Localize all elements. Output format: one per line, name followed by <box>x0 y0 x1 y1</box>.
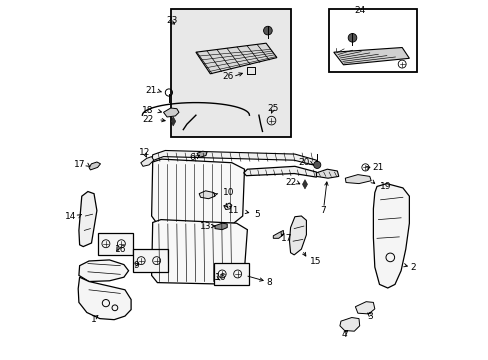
Polygon shape <box>197 151 206 157</box>
Text: 20: 20 <box>297 158 309 167</box>
Polygon shape <box>289 216 306 255</box>
Text: 19: 19 <box>379 182 390 191</box>
Polygon shape <box>355 302 374 314</box>
FancyBboxPatch shape <box>133 249 168 272</box>
Polygon shape <box>151 220 247 284</box>
Text: 13: 13 <box>200 222 211 231</box>
Polygon shape <box>89 162 101 170</box>
Polygon shape <box>78 277 131 320</box>
Polygon shape <box>152 150 316 166</box>
Polygon shape <box>373 184 408 288</box>
Text: 23: 23 <box>166 17 177 26</box>
Polygon shape <box>244 166 316 177</box>
FancyBboxPatch shape <box>98 233 133 255</box>
Text: 21: 21 <box>371 163 383 172</box>
Polygon shape <box>302 180 307 189</box>
Text: 8: 8 <box>266 278 272 287</box>
Text: 26: 26 <box>222 72 234 81</box>
Text: 24: 24 <box>353 6 365 15</box>
Text: 16: 16 <box>114 245 126 253</box>
Polygon shape <box>79 192 97 247</box>
Circle shape <box>347 33 356 42</box>
Text: 22: 22 <box>142 115 153 124</box>
Text: 21: 21 <box>145 86 157 95</box>
Polygon shape <box>316 169 338 178</box>
Polygon shape <box>215 223 227 230</box>
Text: 12: 12 <box>139 148 150 157</box>
Polygon shape <box>163 108 179 117</box>
Polygon shape <box>141 157 153 166</box>
Polygon shape <box>79 260 128 282</box>
FancyBboxPatch shape <box>213 263 249 285</box>
Text: 6: 6 <box>189 153 194 162</box>
Text: 11: 11 <box>228 206 239 215</box>
Polygon shape <box>199 191 215 199</box>
Text: 17: 17 <box>74 160 85 169</box>
Text: 14: 14 <box>64 212 76 221</box>
Circle shape <box>263 26 272 35</box>
Polygon shape <box>273 230 283 238</box>
Text: 4: 4 <box>341 330 346 339</box>
Polygon shape <box>339 318 359 331</box>
Text: 1: 1 <box>91 315 97 324</box>
Text: 3: 3 <box>366 312 372 321</box>
Text: 15: 15 <box>309 256 321 266</box>
Text: 22: 22 <box>285 179 296 188</box>
Text: 17: 17 <box>280 234 291 243</box>
Text: 18: 18 <box>142 106 153 115</box>
FancyBboxPatch shape <box>170 9 291 137</box>
Polygon shape <box>196 43 276 74</box>
FancyBboxPatch shape <box>328 9 416 72</box>
Polygon shape <box>345 175 370 184</box>
Circle shape <box>313 161 320 168</box>
Text: 2: 2 <box>409 263 415 272</box>
Text: 16: 16 <box>215 274 226 282</box>
Polygon shape <box>151 159 244 223</box>
Polygon shape <box>333 48 408 65</box>
Text: 25: 25 <box>267 104 279 113</box>
Text: 10: 10 <box>223 188 234 197</box>
Polygon shape <box>224 203 231 210</box>
Text: 5: 5 <box>254 210 260 219</box>
Text: 9: 9 <box>133 261 139 270</box>
Polygon shape <box>170 117 175 126</box>
Text: 7: 7 <box>320 206 325 215</box>
